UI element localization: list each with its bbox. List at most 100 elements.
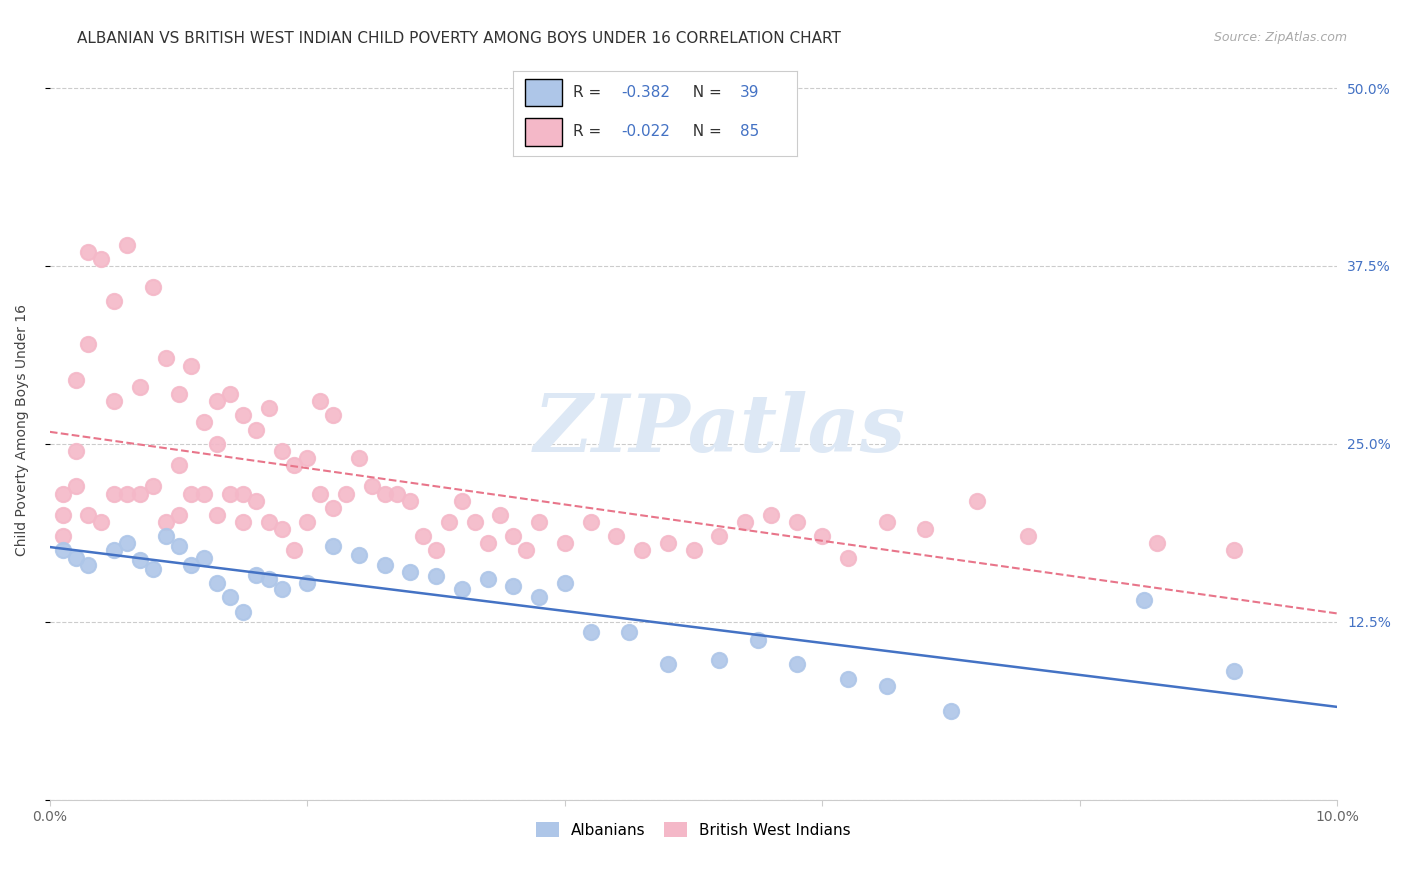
Point xyxy=(155,515,177,529)
Point xyxy=(579,515,602,529)
Point xyxy=(219,591,242,605)
Point xyxy=(709,529,731,543)
Point xyxy=(142,562,165,576)
Point xyxy=(103,394,125,409)
Point xyxy=(270,522,292,536)
Point xyxy=(180,558,202,572)
Text: ALBANIAN VS BRITISH WEST INDIAN CHILD POVERTY AMONG BOYS UNDER 16 CORRELATION CH: ALBANIAN VS BRITISH WEST INDIAN CHILD PO… xyxy=(77,31,841,46)
Point xyxy=(347,548,370,562)
Point xyxy=(205,437,228,451)
Point xyxy=(232,409,254,423)
Point xyxy=(245,567,267,582)
Point xyxy=(489,508,512,522)
Point xyxy=(65,550,87,565)
Point xyxy=(914,522,936,536)
Point xyxy=(245,493,267,508)
Text: ZIPatlas: ZIPatlas xyxy=(533,391,905,468)
Point xyxy=(257,572,280,586)
Point xyxy=(309,394,332,409)
Point xyxy=(322,500,344,515)
Point xyxy=(103,486,125,500)
Point xyxy=(450,582,472,596)
Point xyxy=(270,582,292,596)
Point xyxy=(193,550,215,565)
Point xyxy=(1223,665,1246,679)
Point xyxy=(77,337,100,351)
Point xyxy=(129,380,152,394)
Point xyxy=(347,450,370,465)
Point xyxy=(786,657,808,672)
Point xyxy=(52,486,75,500)
Point xyxy=(464,515,486,529)
Point xyxy=(502,579,524,593)
Point xyxy=(52,508,75,522)
Point xyxy=(786,515,808,529)
Point xyxy=(205,576,228,591)
Point xyxy=(1146,536,1168,550)
Point xyxy=(205,508,228,522)
Point xyxy=(219,387,242,401)
Point xyxy=(437,515,460,529)
Point xyxy=(335,486,357,500)
Point xyxy=(52,543,75,558)
Point xyxy=(747,633,769,648)
Point xyxy=(232,486,254,500)
Point xyxy=(939,704,962,718)
Point xyxy=(115,486,138,500)
Point xyxy=(77,244,100,259)
Point xyxy=(283,543,305,558)
Point xyxy=(205,394,228,409)
Point xyxy=(477,536,499,550)
Point xyxy=(129,553,152,567)
Point xyxy=(527,591,550,605)
Point xyxy=(619,624,641,639)
Point xyxy=(554,576,576,591)
Point xyxy=(245,423,267,437)
Point xyxy=(1223,543,1246,558)
Point xyxy=(180,486,202,500)
Point xyxy=(167,539,190,553)
Point xyxy=(65,479,87,493)
Point xyxy=(425,569,447,583)
Point xyxy=(554,536,576,550)
Point xyxy=(90,252,112,266)
Point xyxy=(709,653,731,667)
Point xyxy=(155,351,177,366)
Point xyxy=(155,529,177,543)
Point xyxy=(477,572,499,586)
Point xyxy=(167,387,190,401)
Point xyxy=(257,401,280,416)
Point xyxy=(1133,593,1156,607)
Point xyxy=(876,515,898,529)
Point xyxy=(374,486,396,500)
Point xyxy=(180,359,202,373)
Point xyxy=(374,558,396,572)
Point xyxy=(759,508,782,522)
Point xyxy=(65,373,87,387)
Point xyxy=(297,515,319,529)
Point xyxy=(115,237,138,252)
Point xyxy=(515,543,537,558)
Point xyxy=(193,416,215,430)
Point xyxy=(360,479,382,493)
Point xyxy=(425,543,447,558)
Point xyxy=(232,605,254,619)
Point xyxy=(387,486,409,500)
Point xyxy=(579,624,602,639)
Point xyxy=(502,529,524,543)
Legend: Albanians, British West Indians: Albanians, British West Indians xyxy=(529,814,859,845)
Point xyxy=(103,294,125,309)
Point xyxy=(77,558,100,572)
Y-axis label: Child Poverty Among Boys Under 16: Child Poverty Among Boys Under 16 xyxy=(15,303,30,556)
Point xyxy=(90,515,112,529)
Point xyxy=(876,679,898,693)
Point xyxy=(837,672,859,686)
Point xyxy=(129,486,152,500)
Point xyxy=(631,543,654,558)
Point xyxy=(412,529,434,543)
Point xyxy=(811,529,834,543)
Point xyxy=(657,536,679,550)
Point xyxy=(115,536,138,550)
Point xyxy=(682,543,704,558)
Point xyxy=(837,550,859,565)
